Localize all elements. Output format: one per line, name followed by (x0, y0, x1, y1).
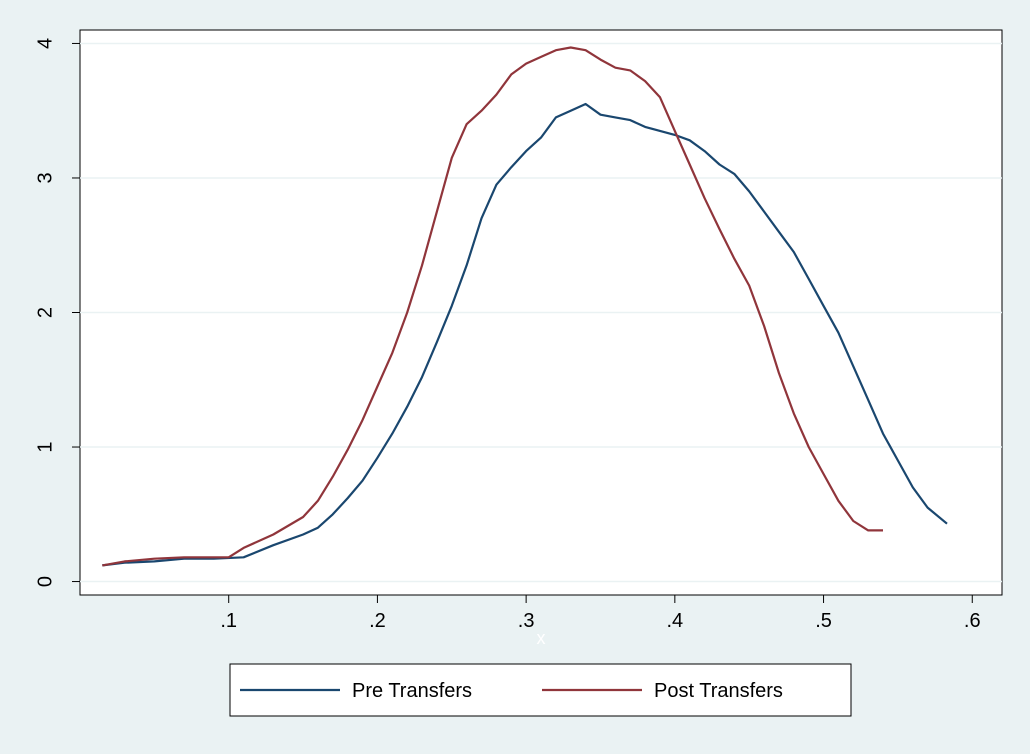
y-tick-label: 0 (34, 576, 56, 587)
legend-label-pre-transfers: Pre Transfers (352, 680, 472, 702)
series-line-post-transfers (102, 46, 883, 567)
y-tick-label: 4 (34, 38, 56, 49)
y-tick-label: 3 (34, 172, 56, 183)
y-tick-label: 2 (34, 307, 56, 318)
x-tick-label: .5 (815, 610, 832, 632)
legend-label-post-transfers: Post Transfers (654, 680, 783, 702)
x-axis-title: x (537, 628, 546, 648)
x-tick-label: .3 (518, 610, 535, 632)
series-line-pre-transfers (102, 102, 948, 567)
x-tick-label: .2 (369, 610, 386, 632)
y-tick-label: 1 (34, 441, 56, 452)
x-tick-label: .1 (220, 610, 237, 632)
x-tick-label: .4 (666, 610, 683, 632)
x-tick-label: .6 (964, 610, 981, 632)
